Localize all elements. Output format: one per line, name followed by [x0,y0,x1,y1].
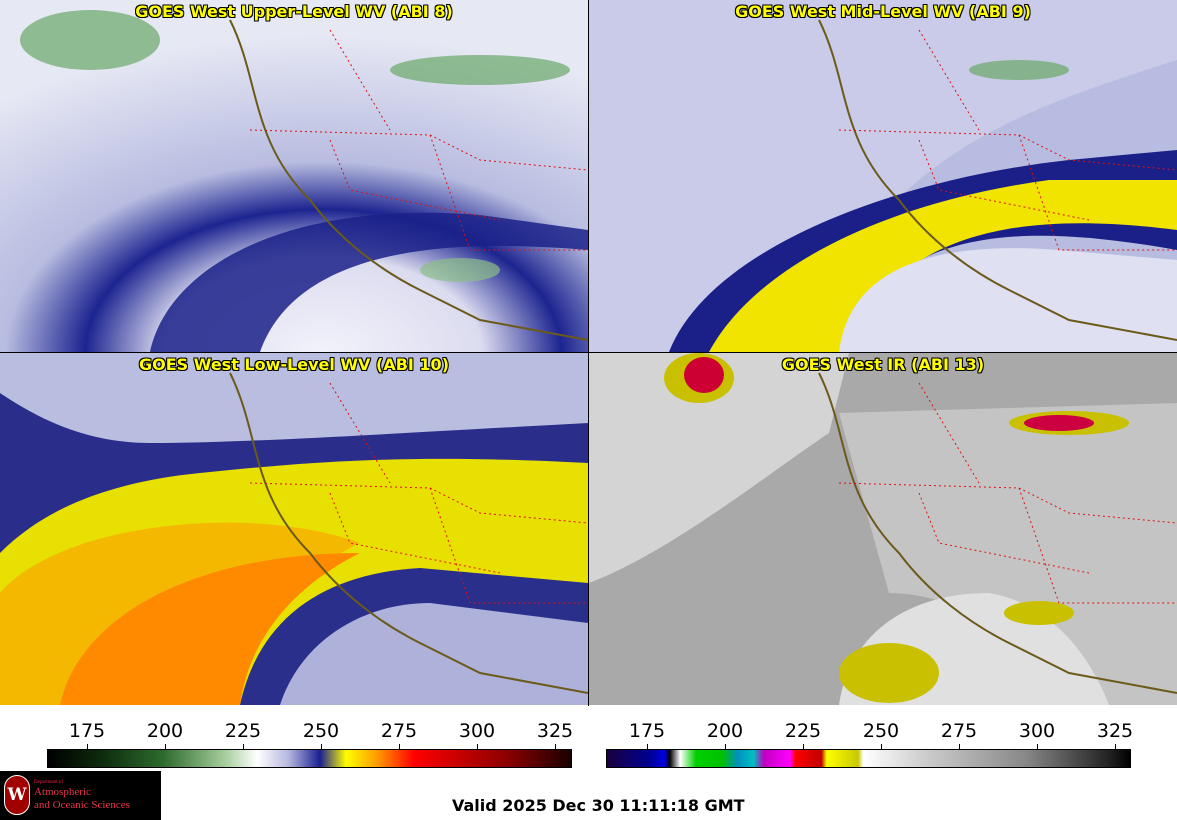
aos-logo[interactable]: W Department of Atmospheric and Oceanic … [0,771,161,820]
logo-line1: Atmospheric [34,786,91,798]
valid-time: Valid 2025 Dec 30 11:11:18 GMT [452,796,745,815]
colorbar-tick [243,744,244,752]
colorbar-gradient [47,749,572,768]
colorbar-tick [87,744,88,752]
colorbar-tick-label: 200 [706,720,744,742]
uw-seal-icon: W [4,775,30,815]
colorbar-gradient [606,749,1131,768]
panel-divider-vertical [588,0,589,706]
colorbar-tick-label: 275 [380,720,418,742]
colorbar-tick [725,744,726,752]
ir-image [589,353,1177,705]
colorbar-tick [555,744,556,752]
panel-title: GOES West Low-Level WV (ABI 10) [138,355,449,374]
panel-low-level-wv: GOES West Low-Level WV (ABI 10) [0,353,588,705]
colorbar-tick-label: 250 [302,720,340,742]
mid-level-wv-image [589,0,1177,352]
colorbar-tick [399,744,400,752]
colorbar-tick-label: 225 [784,720,822,742]
colorbar-tick [959,744,960,752]
colorbar-wv: 175 200 225 250 275 300 325 [0,706,588,770]
colorbar-tick [321,744,322,752]
colorbar-tick [477,744,478,752]
colorbar-tick-label: 275 [940,720,978,742]
colorbar-tick-label: 250 [862,720,900,742]
panel-divider-horizontal [0,352,1177,353]
panel-upper-level-wv: GOES West Upper-Level WV (ABI 8) [0,0,588,352]
colorbar-tick-label: 325 [1096,720,1134,742]
colorbar-tick-label: 300 [458,720,496,742]
panel-title: GOES West Upper-Level WV (ABI 8) [135,2,453,21]
colorbar-tick-label: 175 [68,720,106,742]
logo-dept-line: Department of [34,780,64,785]
colorbar-tick-label: 225 [224,720,262,742]
colorbar-tick [1037,744,1038,752]
logo-line2: and Oceanic Sciences [34,799,130,811]
colorbar-tick [647,744,648,752]
panel-title: GOES West Mid-Level WV (ABI 9) [735,2,1031,21]
colorbar-tick-label: 325 [536,720,574,742]
low-level-wv-image [0,353,588,705]
panel-title: GOES West IR (ABI 13) [781,355,985,374]
colorbar-tick-label: 200 [146,720,184,742]
colorbar-tick-label: 300 [1018,720,1056,742]
colorbar-ir: 175 200 225 250 275 300 325 [589,706,1177,770]
panel-mid-level-wv: GOES West Mid-Level WV (ABI 9) [589,0,1177,352]
colorbar-tick [881,744,882,752]
panel-ir: GOES West IR (ABI 13) [589,353,1177,705]
colorbar-tick [165,744,166,752]
upper-level-wv-image [0,0,588,352]
colorbar-tick [803,744,804,752]
colorbar-tick-label: 175 [628,720,666,742]
colorbar-tick [1115,744,1116,752]
